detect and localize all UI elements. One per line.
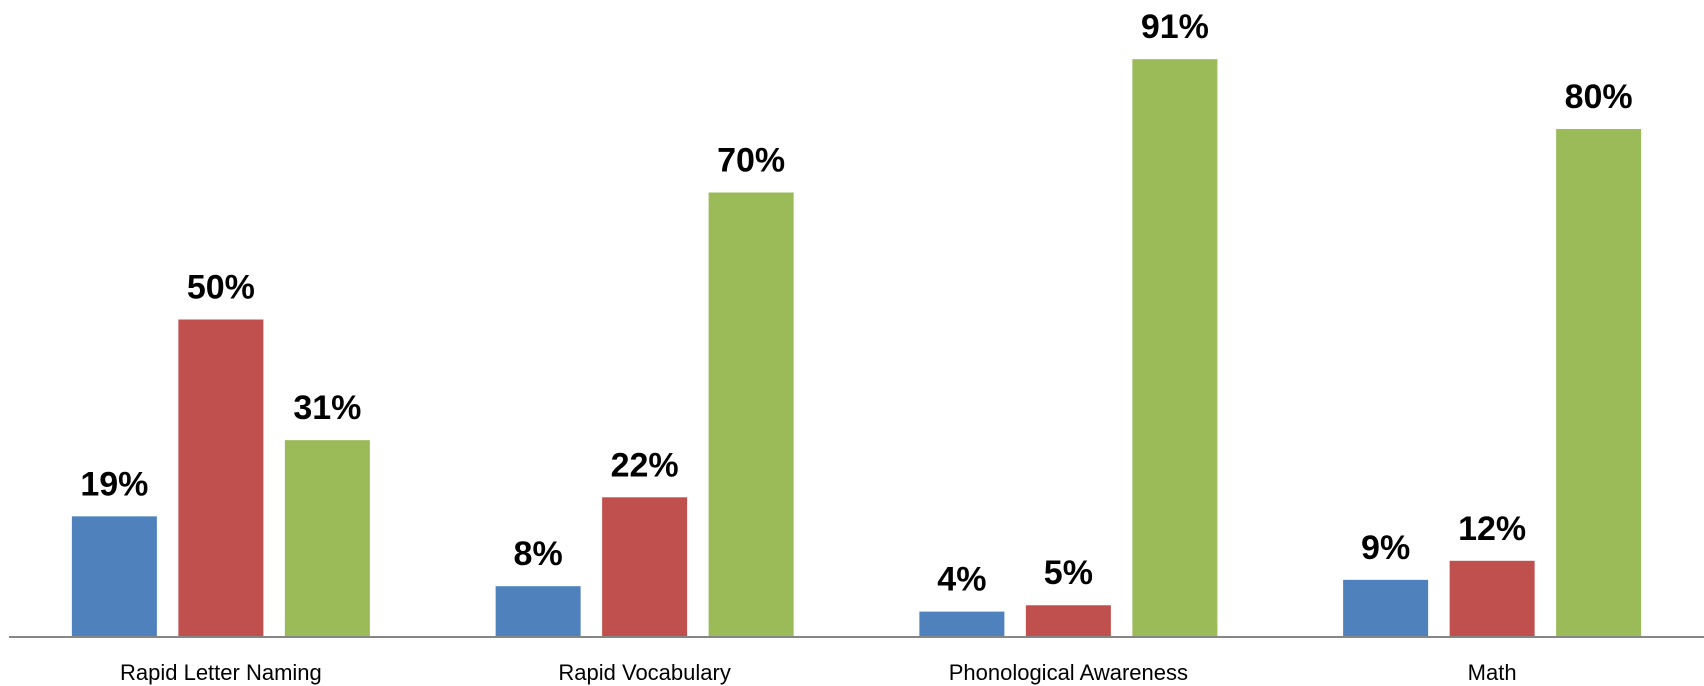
x-tick-label: Rapid Letter Naming xyxy=(120,660,322,685)
x-tick-label: Math xyxy=(1468,660,1517,685)
bar xyxy=(1343,579,1429,637)
data-label: 12% xyxy=(1458,510,1526,548)
bar xyxy=(1449,560,1535,637)
data-label: 5% xyxy=(1044,554,1093,592)
bar xyxy=(284,440,370,637)
bar xyxy=(602,497,688,637)
data-label: 22% xyxy=(611,446,679,484)
data-label: 9% xyxy=(1361,529,1410,567)
bar xyxy=(71,516,157,637)
data-label: 19% xyxy=(80,465,148,503)
data-label: 91% xyxy=(1141,8,1209,46)
bar xyxy=(495,586,581,637)
data-label: 70% xyxy=(717,141,785,179)
data-label: 8% xyxy=(514,535,563,573)
x-tick-label: Rapid Vocabulary xyxy=(558,660,730,685)
bar xyxy=(919,611,1005,637)
x-tick-label: Phonological Awareness xyxy=(949,660,1188,685)
data-label: 80% xyxy=(1565,78,1633,116)
bar xyxy=(1132,59,1218,637)
bar xyxy=(1025,605,1111,637)
bar xyxy=(708,192,794,637)
data-label: 50% xyxy=(187,268,255,306)
data-label: 4% xyxy=(937,561,986,599)
bar xyxy=(1556,129,1642,637)
bar xyxy=(178,319,264,637)
data-label: 31% xyxy=(293,389,361,427)
